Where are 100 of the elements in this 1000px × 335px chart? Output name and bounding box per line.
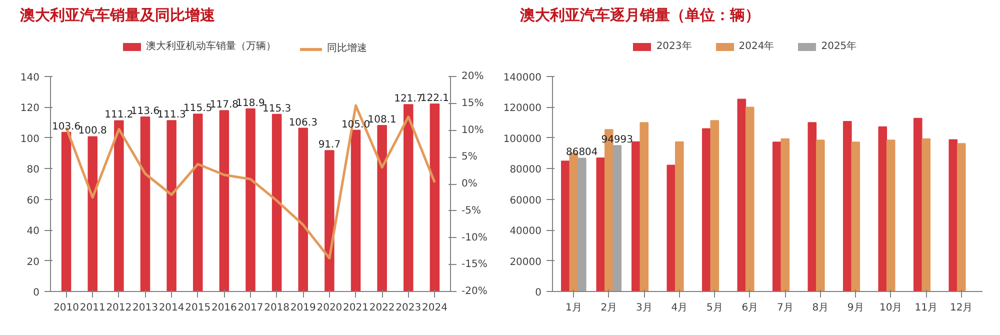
bar	[851, 142, 860, 292]
y-tick-label: 20000	[510, 256, 542, 268]
bar	[878, 126, 888, 292]
y-tick-label: 40	[26, 226, 40, 238]
x-tick-label: 10月	[880, 302, 902, 314]
x-tick-label: 2011	[80, 302, 106, 314]
bar	[612, 145, 622, 292]
x-tick-label: 2019	[290, 302, 316, 314]
bar	[780, 138, 790, 292]
bar	[808, 122, 817, 292]
legend-label: 澳大利亚机动车销量（万辆）	[146, 40, 276, 54]
x-tick-label: 1月	[565, 302, 582, 314]
chart-title: 澳大利亚汽车逐月销量（单位：辆）	[519, 5, 760, 26]
bar	[140, 116, 150, 292]
x-tick-label: 2013	[132, 302, 158, 314]
bar	[596, 158, 606, 292]
data-label: 103.6	[52, 121, 81, 132]
bar	[745, 106, 754, 292]
x-tick-label: 8月	[812, 302, 829, 314]
y-tick-label: 40000	[510, 226, 542, 238]
data-label: 115.5	[184, 103, 212, 114]
bar	[246, 108, 256, 292]
y-tick-label: 0	[535, 288, 542, 298]
bar	[956, 143, 966, 292]
data-label: 121.7	[394, 94, 423, 105]
x-tick-label: 9月	[847, 302, 864, 314]
x-tick-label: 2月	[600, 302, 618, 314]
x-tick-label: 2018	[264, 302, 290, 314]
x-tick-label: 11月	[914, 302, 938, 314]
bar	[404, 104, 414, 292]
bar	[219, 110, 230, 292]
y-tick-label: 80	[26, 164, 40, 176]
x-tick-label: 2024	[422, 302, 448, 314]
bar	[632, 141, 640, 292]
data-label: 122.1	[420, 92, 450, 104]
x-tick-label: 2016	[211, 302, 237, 314]
x-tick-label: 2017	[238, 302, 264, 314]
bar	[913, 118, 922, 292]
bar	[377, 124, 387, 292]
x-tick-label: 3月	[636, 302, 652, 314]
x-tick-label: 2015	[185, 302, 211, 314]
bar	[772, 142, 782, 292]
bar	[272, 114, 282, 292]
legend-label: 2025年	[821, 40, 857, 54]
bar	[192, 114, 203, 292]
x-tick-label: 4月	[671, 302, 688, 314]
y-tick-label: 80000	[510, 164, 542, 176]
y-tick-label: 140	[20, 72, 40, 84]
y2-tick-label: 15%	[462, 98, 484, 109]
bar	[674, 141, 684, 292]
x-tick-label: 2020	[316, 302, 342, 314]
y-tick-label: 140000	[503, 72, 542, 84]
y2-tick-label: -10%	[462, 232, 488, 244]
bar	[324, 150, 334, 292]
x-tick-label: 5月	[706, 302, 723, 314]
x-tick-label: 2010	[54, 302, 80, 314]
y2-tick-label: -20%	[462, 286, 488, 297]
bar	[886, 140, 896, 292]
x-tick-label: 7月	[776, 302, 794, 314]
bar	[298, 128, 308, 292]
y-tick-label: 120	[20, 103, 40, 114]
bar	[816, 140, 825, 292]
bar	[710, 120, 720, 292]
x-tick-label: 2022	[369, 302, 395, 314]
y2-tick-label: 5%	[462, 152, 478, 163]
y-tick-label: 60000	[510, 195, 542, 206]
bar	[350, 130, 361, 292]
bar	[577, 158, 586, 292]
y-tick-label: 0	[33, 288, 40, 298]
bar	[737, 98, 746, 292]
data-label: 100.8	[78, 126, 107, 137]
bar	[166, 120, 176, 292]
data-label: 111.3	[157, 110, 186, 121]
bar	[922, 138, 931, 292]
bar	[666, 164, 676, 292]
x-tick-label: 2023	[396, 302, 422, 314]
bar	[561, 160, 570, 292]
legend-label: 2023年	[656, 40, 692, 54]
chart-title: 澳大利亚汽车销量及同比增速	[19, 5, 215, 26]
legend-label: 2024年	[738, 40, 774, 54]
y-tick-label: 60	[26, 195, 40, 206]
legend-label: 同比增速	[327, 42, 367, 56]
y-tick-label: 20	[26, 256, 40, 268]
y-tick-label: 100	[20, 134, 40, 145]
bar	[702, 128, 711, 292]
y2-tick-label: 10%	[462, 124, 484, 136]
data-label: 115.3	[262, 103, 292, 114]
data-label: 111.2	[104, 110, 134, 121]
data-label: 118.9	[236, 98, 265, 109]
bar	[430, 103, 440, 292]
y2-tick-label: 0%	[462, 178, 478, 190]
bar	[88, 136, 98, 292]
x-tick-label: 12月	[950, 302, 973, 314]
x-tick-label: 2014	[158, 302, 184, 314]
x-tick-label: 2012	[106, 302, 132, 314]
data-label: 86804	[566, 147, 598, 158]
x-tick-label: 2021	[343, 302, 368, 314]
bar	[114, 120, 124, 292]
y2-tick-label: -5%	[462, 205, 481, 216]
data-label: 106.3	[288, 117, 318, 128]
